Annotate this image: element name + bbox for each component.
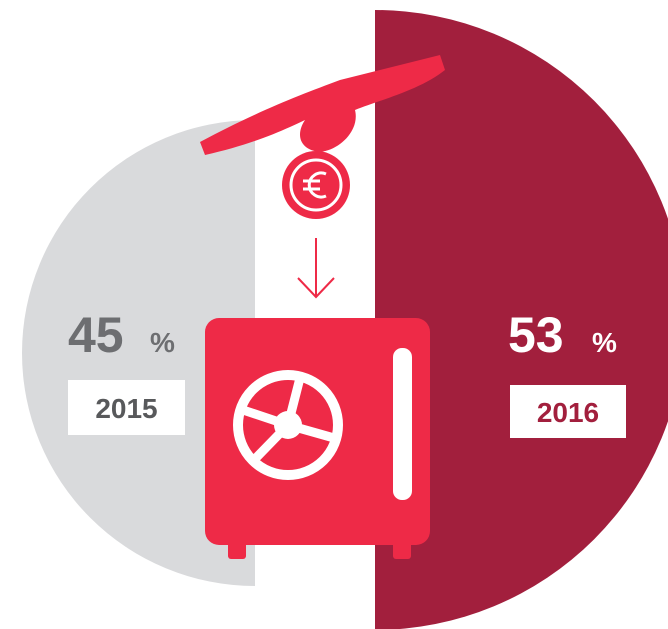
safe-spokes bbox=[241, 376, 336, 464]
year-2016: 2016 bbox=[537, 397, 599, 428]
value-2015: 45 bbox=[68, 307, 124, 363]
year-2015: 2015 bbox=[95, 393, 157, 424]
hand bbox=[200, 55, 445, 155]
half-circle-2016 bbox=[375, 10, 668, 629]
euro-sign bbox=[303, 171, 327, 199]
safe-handle bbox=[393, 348, 412, 500]
safe-wheel bbox=[233, 370, 343, 480]
arrow bbox=[297, 238, 335, 299]
unit-2015: % bbox=[150, 327, 175, 358]
unit-2016: % bbox=[592, 327, 617, 358]
year-box-2015 bbox=[68, 380, 185, 435]
year-box-2016 bbox=[510, 385, 626, 438]
value-2016: 53 bbox=[508, 307, 564, 363]
coin-ring bbox=[289, 158, 343, 212]
half-circle-2015 bbox=[22, 120, 255, 586]
